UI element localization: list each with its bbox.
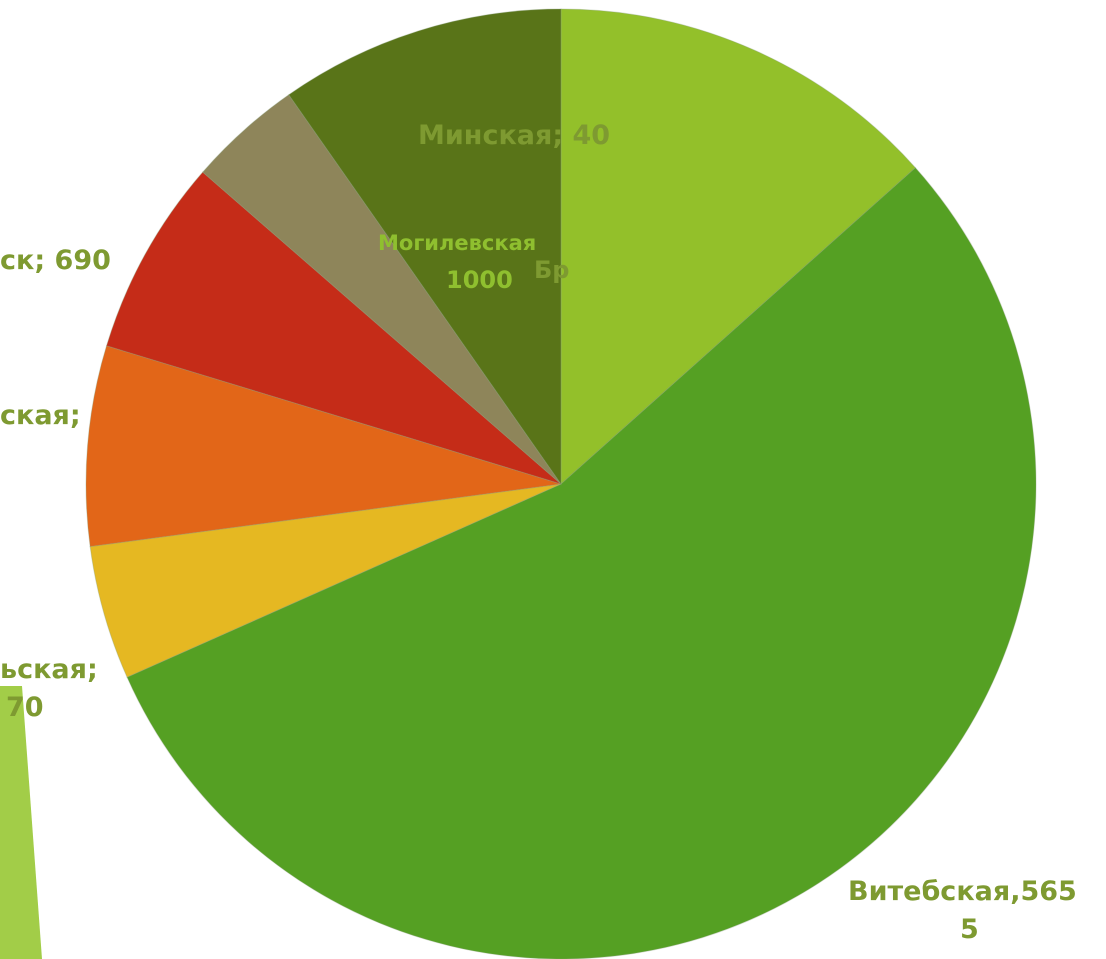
pie-slice-4	[105, 171, 562, 485]
data-label-grodnenskaya: ская;	[0, 400, 81, 431]
data-label-brestskaya: Бр	[534, 256, 569, 284]
pie-slice-5	[202, 94, 562, 485]
pie-slice-2	[89, 483, 562, 678]
data-labels: Минская; 40 ск; 690 ская; ьская; 70 Моги…	[0, 120, 1086, 945]
data-label-minsk-city: ск; 690	[0, 245, 111, 276]
pie-slice-3	[85, 345, 562, 548]
data-label-minskaya: Минская; 40	[418, 120, 610, 151]
decorative-green-bar	[0, 686, 42, 959]
data-label-vitebskaya: Витебская,565 5	[848, 876, 1086, 945]
data-label-gomelskaya: ьская; 70	[0, 654, 107, 723]
pie-slice-0	[560, 8, 917, 486]
pie-slice-6	[288, 8, 562, 486]
pie-slice-1	[126, 167, 1037, 959]
pie-slices	[85, 8, 1037, 959]
data-label-mogilevskaya: Могилевская 1000	[378, 231, 544, 294]
